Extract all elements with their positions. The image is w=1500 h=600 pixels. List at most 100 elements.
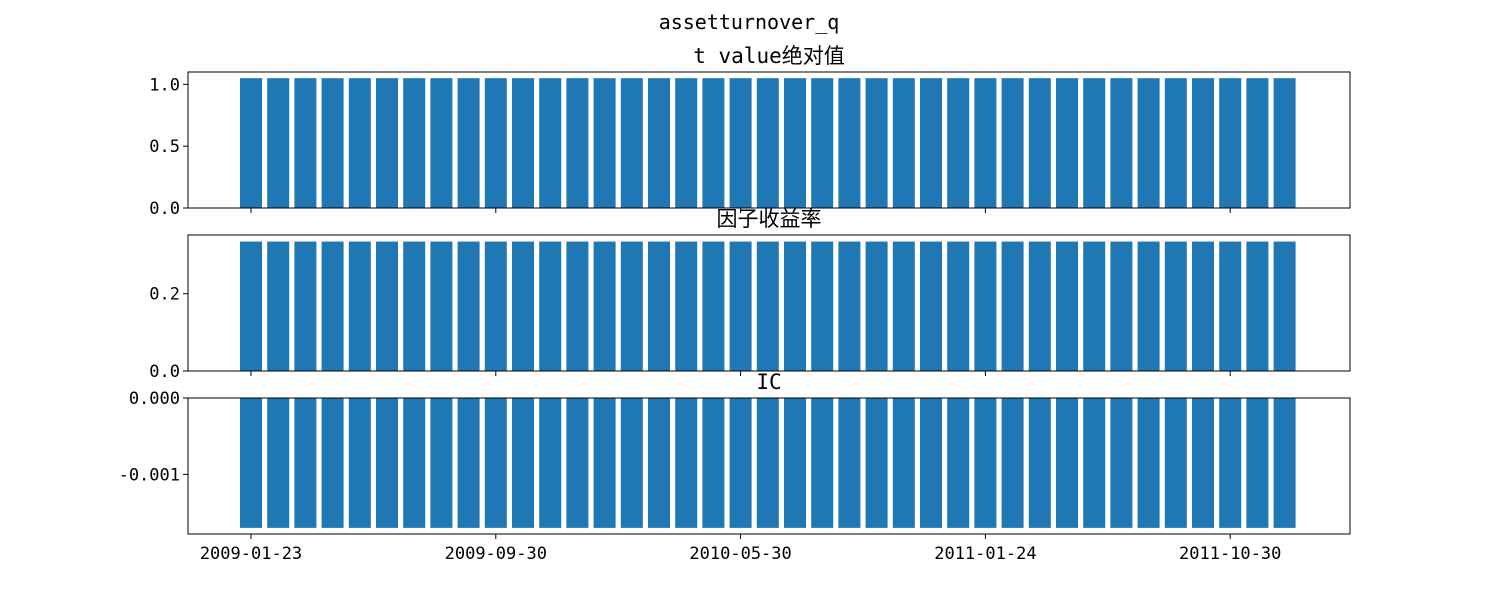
bar	[539, 398, 562, 528]
bar	[1164, 398, 1187, 528]
bar	[376, 78, 398, 209]
bar	[267, 241, 290, 371]
y-tick-label: 0.0	[149, 362, 180, 382]
bar	[865, 78, 888, 209]
bar	[1246, 241, 1269, 371]
bar	[376, 398, 398, 528]
bar	[1056, 398, 1078, 528]
bar	[756, 78, 779, 209]
bar	[865, 398, 888, 528]
bar	[811, 398, 834, 528]
bar	[484, 241, 507, 371]
bar	[1137, 78, 1160, 209]
bar	[430, 78, 453, 209]
bar	[593, 78, 616, 209]
bar	[267, 398, 290, 528]
bar	[1083, 78, 1106, 209]
bar	[1164, 78, 1187, 209]
bar	[648, 241, 670, 371]
axes-frame	[187, 71, 1351, 209]
bar	[892, 78, 915, 209]
bar	[620, 398, 643, 528]
bar	[675, 78, 698, 209]
bar	[593, 398, 616, 528]
bar	[1219, 398, 1242, 528]
bar	[457, 241, 480, 371]
bar	[403, 241, 426, 371]
bar	[1110, 78, 1133, 209]
x-tick-label: 2011-01-24	[934, 544, 1036, 564]
x-tick-label: 2009-09-30	[445, 544, 547, 564]
bar	[1192, 78, 1214, 209]
bar	[484, 398, 507, 528]
y-tick-label: 0.000	[129, 389, 180, 409]
bar	[1001, 398, 1024, 528]
bar	[947, 78, 970, 209]
bar	[457, 78, 480, 209]
bar	[1028, 241, 1051, 371]
bar	[512, 241, 534, 371]
bar	[892, 241, 915, 371]
bar	[566, 78, 589, 209]
bar	[1137, 241, 1160, 371]
bar	[321, 398, 344, 528]
bar	[811, 78, 834, 209]
bar	[1028, 78, 1051, 209]
bar	[1028, 398, 1051, 528]
y-tick-label: -0.001	[119, 465, 180, 485]
bar	[974, 78, 997, 209]
panel-title: IC	[756, 370, 781, 394]
bar	[240, 78, 262, 209]
bar	[1110, 398, 1133, 528]
bar	[539, 241, 562, 371]
bar	[838, 398, 861, 528]
bar	[457, 398, 480, 528]
bar	[512, 78, 534, 209]
axes-frame	[187, 234, 1351, 372]
y-tick-label: 0.0	[149, 199, 180, 219]
bar	[675, 241, 698, 371]
bar	[294, 78, 317, 209]
bar	[1110, 241, 1133, 371]
bar	[947, 241, 970, 371]
axes-frame	[187, 397, 1351, 535]
bar	[348, 241, 371, 371]
panel-3: 0.000 -0.001 2009-01-23 2009-09-30 2010-05-3…	[119, 370, 1351, 564]
bar	[892, 398, 915, 528]
bar	[784, 78, 806, 209]
bar	[403, 398, 426, 528]
bar	[484, 78, 507, 209]
bar	[321, 241, 344, 371]
bar	[1083, 398, 1106, 528]
chart-panels: 0.0 0.5 1.0 t value绝对值 0.0 0.2 因子收益率 0.000 -0.00…	[119, 44, 1351, 564]
bar	[648, 78, 670, 209]
bar	[294, 241, 317, 371]
bar	[838, 241, 861, 371]
figure-title: assetturnover_q	[659, 10, 840, 34]
bar	[294, 398, 317, 528]
bar	[702, 241, 725, 371]
y-tick-label: 1.0	[149, 75, 180, 95]
bar	[403, 78, 426, 209]
bar	[1137, 398, 1160, 528]
x-tick-label: 2010-05-30	[689, 544, 791, 564]
bar	[512, 398, 534, 528]
bar	[348, 78, 371, 209]
bar	[376, 241, 398, 371]
panel-title: t value绝对值	[693, 44, 845, 68]
bar	[1273, 78, 1296, 209]
bar	[811, 241, 834, 371]
bar	[974, 398, 997, 528]
bar	[702, 78, 725, 209]
bar	[539, 78, 562, 209]
bar	[430, 241, 453, 371]
bar	[566, 398, 589, 528]
bar	[321, 78, 344, 209]
bar	[920, 241, 942, 371]
bar	[1001, 78, 1024, 209]
bar	[838, 78, 861, 209]
bar	[1083, 241, 1106, 371]
bar	[1164, 241, 1187, 371]
bar	[620, 241, 643, 371]
